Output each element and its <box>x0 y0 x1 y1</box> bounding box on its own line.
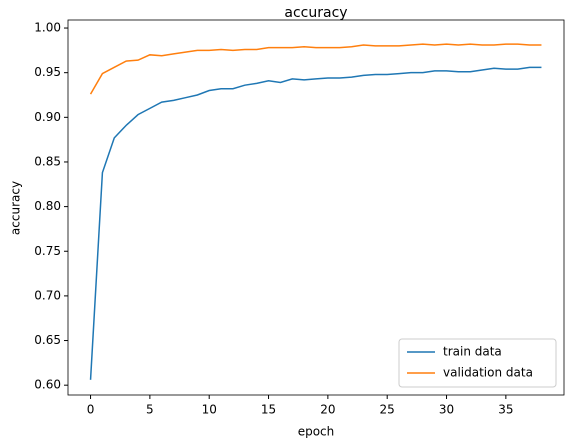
legend-label: validation data <box>443 366 533 380</box>
x-tick-label: 15 <box>261 403 276 417</box>
y-axis-label: accuracy <box>9 181 23 235</box>
x-tick-label: 10 <box>202 403 217 417</box>
y-tick-label: 0.85 <box>34 154 61 168</box>
x-tick-label: 5 <box>146 403 154 417</box>
legend-label: train data <box>443 345 502 359</box>
y-tick-label: 0.90 <box>34 110 61 124</box>
x-tick-label: 35 <box>498 403 513 417</box>
y-tick-label: 0.75 <box>34 244 61 258</box>
x-tick-label: 0 <box>87 403 95 417</box>
chart-title: accuracy <box>284 5 347 21</box>
legend-box <box>398 338 557 388</box>
y-tick-label: 0.70 <box>34 288 61 302</box>
y-tick-label: 0.65 <box>34 333 61 347</box>
y-tick-label: 0.60 <box>34 378 61 392</box>
line <box>89 43 542 95</box>
y-tick-label: 1.00 <box>34 21 61 35</box>
y-tick-label: 0.80 <box>34 199 61 213</box>
x-tick-label: 25 <box>380 403 395 417</box>
x-axis-label: epoch <box>298 425 335 439</box>
plot-frame <box>67 19 565 396</box>
x-tick-label: 30 <box>439 403 454 417</box>
x-tick-label: 20 <box>320 403 335 417</box>
line <box>89 66 542 380</box>
y-tick-label: 0.95 <box>34 65 61 79</box>
